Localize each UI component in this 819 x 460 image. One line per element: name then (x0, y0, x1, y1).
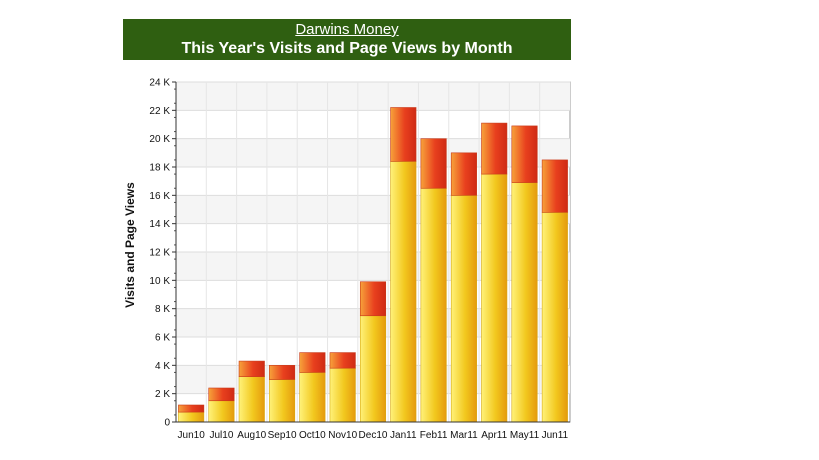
bar-segment-jun10-upper[interactable] (178, 404, 205, 413)
y-tick-label: 6 K (155, 333, 170, 344)
x-tick-label: Oct10 (299, 430, 326, 441)
bar-segment-jun10-lower[interactable] (178, 411, 205, 423)
grid-band (176, 252, 570, 281)
bar-segment-sep10-upper[interactable] (269, 365, 296, 380)
bar-segment-oct10-upper[interactable] (299, 352, 326, 373)
bar-segment-nov10-upper[interactable] (329, 352, 356, 369)
bar-segment-jul10-upper[interactable] (208, 387, 235, 402)
bar-segment-jan11-lower[interactable] (390, 161, 417, 423)
x-tick-label: Dec10 (359, 430, 388, 441)
bar-segment-jun11-lower[interactable] (541, 212, 568, 423)
y-tick-label: 24 K (149, 78, 170, 89)
bar-segment-feb11-upper[interactable] (420, 138, 447, 189)
x-tick-label: Mar11 (450, 430, 478, 441)
y-tick-label: 2 K (155, 389, 170, 400)
bar-segment-may11-lower[interactable] (511, 182, 538, 423)
bar-segment-dec10-upper[interactable] (359, 281, 387, 317)
bar-segment-nov10-lower[interactable] (329, 367, 356, 423)
bar-segment-aug10-upper[interactable] (238, 360, 265, 377)
bar-segment-apr11-upper[interactable] (481, 122, 508, 175)
y-tick-label: 14 K (149, 219, 170, 230)
grid-band (176, 195, 570, 224)
y-tick-label: 22 K (149, 106, 170, 117)
y-tick-label: 12 K (149, 248, 170, 259)
y-tick-label: 0 (164, 418, 170, 429)
x-tick-label: Apr11 (481, 430, 507, 441)
bar-segment-aug10-lower[interactable] (238, 376, 265, 423)
site-name-link[interactable]: Darwins Money (295, 21, 399, 38)
chart-header: Darwins Money This Year's Visits and Pag… (123, 19, 571, 60)
y-axis-label: Visits and Page Views (123, 182, 137, 308)
y-tick-label: 4 K (155, 361, 170, 372)
bar-segment-dec10-lower[interactable] (359, 315, 387, 423)
bar-segment-may11-upper[interactable] (511, 125, 538, 183)
x-tick-label: Jun11 (542, 430, 569, 441)
bar-segment-feb11-lower[interactable] (420, 187, 447, 423)
bar-segment-jul10-lower[interactable] (208, 400, 235, 423)
y-tick-label: 8 K (155, 304, 170, 315)
bar-segment-apr11-lower[interactable] (481, 173, 508, 423)
x-tick-label: Jun10 (178, 430, 206, 441)
bar-segment-jan11-upper[interactable] (390, 107, 417, 162)
bar-segment-mar11-upper[interactable] (450, 152, 477, 196)
grid-band (176, 82, 570, 111)
bar-segment-jun11-upper[interactable] (541, 159, 568, 213)
y-tick-label: 16 K (149, 191, 170, 202)
x-tick-label: Sep10 (268, 430, 297, 441)
x-tick-label: Jul10 (210, 430, 234, 441)
grid-band (176, 138, 570, 167)
x-tick-label: Nov10 (328, 430, 357, 441)
x-tick-label: Jan11 (390, 430, 417, 441)
x-tick-label: May11 (510, 430, 540, 441)
y-tick-label: 20 K (149, 134, 170, 145)
chart-title: This Year's Visits and Page Views by Mon… (181, 40, 513, 57)
bar-segment-sep10-lower[interactable] (269, 379, 296, 423)
y-tick-label: 18 K (149, 163, 170, 174)
y-tick-label: 10 K (149, 276, 170, 287)
x-tick-label: Aug10 (237, 430, 266, 441)
x-tick-label: Feb11 (420, 430, 448, 441)
bar-segment-mar11-lower[interactable] (450, 195, 477, 423)
bar-segment-oct10-lower[interactable] (299, 372, 326, 423)
